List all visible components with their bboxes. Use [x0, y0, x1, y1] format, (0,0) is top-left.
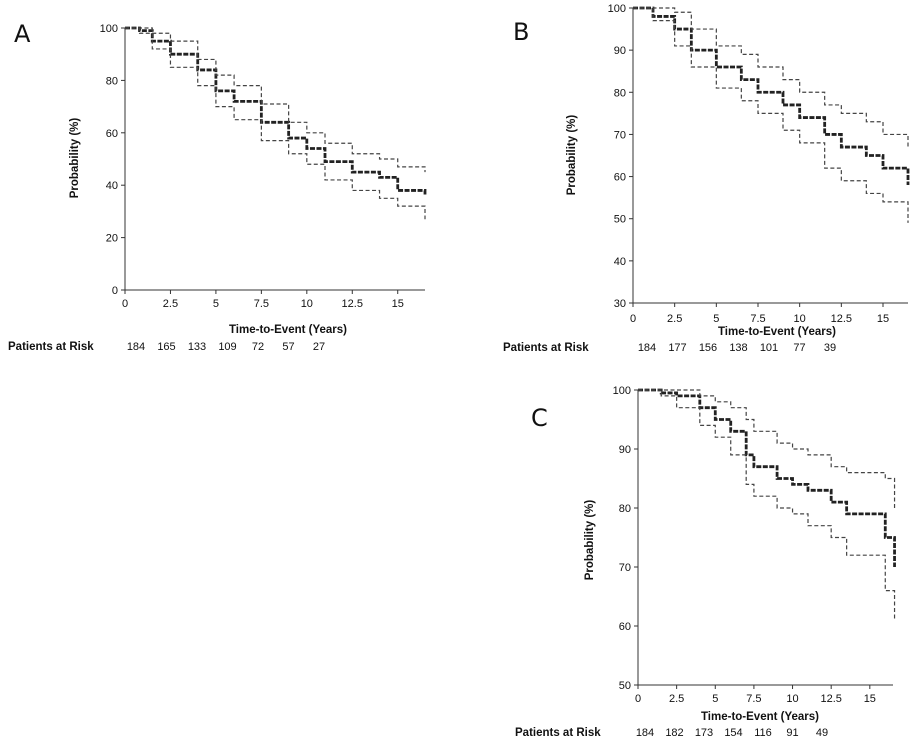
x-tick-label: 5: [712, 693, 718, 705]
panel-c: C 50 60 70 80 90 100 0 2.5 5 7.5 10 12.5 15 Probabilit…: [505, 375, 915, 746]
risk-count: 133: [188, 341, 206, 353]
y-tick-label: 20: [106, 233, 118, 245]
risk-count: 116: [754, 727, 772, 739]
risk-count: 91: [786, 727, 798, 739]
upper-ci-line: [633, 7, 909, 148]
risk-count: 184: [638, 342, 656, 354]
survival-estimate-line: [633, 6, 910, 185]
risk-count: 27: [313, 341, 325, 353]
y-axis-title: Probability (%): [69, 118, 81, 199]
x-tick-label: 2.5: [163, 298, 178, 310]
x-tick-label: 15: [864, 693, 876, 705]
risk-count: 101: [760, 342, 778, 354]
y-tick-label: 70: [619, 562, 631, 574]
y-tick-label: 100: [100, 23, 118, 35]
risk-count: 109: [218, 341, 236, 353]
x-tick-label: 15: [392, 298, 404, 310]
y-tick-label: 90: [619, 444, 631, 456]
x-tick-label: 10: [794, 313, 806, 325]
lower-ci-line: [638, 389, 896, 621]
y-tick-label: 60: [106, 128, 118, 140]
risk-count: 184: [636, 727, 654, 739]
risk-count: 173: [695, 727, 713, 739]
x-tick-label: 15: [877, 313, 889, 325]
y-tick-label: 100: [608, 3, 626, 15]
y-tick-label: 100: [613, 385, 631, 397]
risk-count: 138: [729, 342, 747, 354]
risk-count: 39: [824, 342, 836, 354]
survival-estimate-line: [125, 26, 427, 196]
y-tick-label: 80: [106, 75, 118, 87]
risk-count: 184: [127, 341, 145, 353]
y-tick-label: 0: [112, 285, 118, 297]
x-tick-label: 12.5: [831, 313, 852, 325]
risk-count: 72: [252, 341, 264, 353]
risk-count: 77: [793, 342, 805, 354]
x-tick-label: 0: [630, 313, 636, 325]
upper-ci-line: [125, 27, 426, 173]
y-tick-label: 80: [614, 87, 626, 99]
x-axis-title: Time-to-Event (Years): [229, 324, 347, 336]
x-tick-label: 7.5: [254, 298, 269, 310]
y-tick-label: 80: [619, 503, 631, 515]
x-tick-label: 0: [635, 693, 641, 705]
y-axis-title: Probability (%): [584, 500, 596, 581]
y-tick-label: 60: [614, 172, 626, 184]
x-tick-label: 2.5: [667, 313, 682, 325]
panel-a: A 0 20 40 60 80 100 0 2.5 5 7.5 10 12.5 15 Probability…: [0, 0, 450, 360]
x-tick-label: 7.5: [746, 693, 761, 705]
y-tick-label: 50: [619, 680, 631, 692]
risk-count: 165: [157, 341, 175, 353]
panel-letter: C: [531, 404, 548, 432]
risk-count: 156: [699, 342, 717, 354]
survival-estimate-line: [638, 388, 896, 567]
y-tick-label: 60: [619, 621, 631, 633]
risk-count: 57: [282, 341, 294, 353]
risk-count: 182: [665, 727, 683, 739]
x-tick-label: 7.5: [750, 313, 765, 325]
x-tick-label: 10: [786, 693, 798, 705]
y-tick-label: 40: [106, 180, 118, 192]
patients-at-risk-label: Patients at Risk: [503, 342, 589, 354]
y-axis-title: Probability (%): [566, 115, 578, 196]
risk-count: 154: [724, 727, 742, 739]
x-tick-label: 2.5: [669, 693, 684, 705]
x-tick-label: 10: [301, 298, 313, 310]
lower-ci-line: [633, 7, 909, 223]
x-tick-label: 5: [713, 313, 719, 325]
chart-b: B 30 40 50 60 70 80 90 100 0 2.5 5 7.5 10 12.5 15 Probab…: [503, 3, 910, 354]
chart-c: C 50 60 70 80 90 100 0 2.5 5 7.5 10 12.5 15 Probabilit…: [515, 385, 896, 739]
chart-a: A 0 20 40 60 80 100 0 2.5 5 7.5 10 12.5 15 Probability…: [8, 20, 427, 353]
panel-letter: B: [513, 18, 529, 46]
x-tick-label: 5: [213, 298, 219, 310]
x-tick-label: 12.5: [342, 298, 363, 310]
lower-ci-line: [125, 27, 426, 220]
panel-b: B 30 40 50 60 70 80 90 100 0 2.5 5 7.5 10 12.5 15 Probab…: [495, 0, 915, 360]
risk-count: 177: [668, 342, 686, 354]
y-tick-label: 40: [614, 256, 626, 268]
y-tick-label: 30: [614, 298, 626, 310]
y-tick-label: 50: [614, 214, 626, 226]
x-axis-title: Time-to-Event (Years): [718, 326, 836, 338]
patients-at-risk-label: Patients at Risk: [8, 341, 94, 353]
risk-count: 49: [816, 727, 828, 739]
x-tick-label: 12.5: [820, 693, 841, 705]
y-tick-label: 90: [614, 45, 626, 57]
panel-letter: A: [14, 20, 31, 48]
x-axis-title: Time-to-Event (Years): [701, 711, 819, 723]
patients-at-risk-label: Patients at Risk: [515, 727, 601, 739]
upper-ci-line: [638, 389, 896, 508]
x-tick-label: 0: [122, 298, 128, 310]
y-tick-label: 70: [614, 129, 626, 141]
